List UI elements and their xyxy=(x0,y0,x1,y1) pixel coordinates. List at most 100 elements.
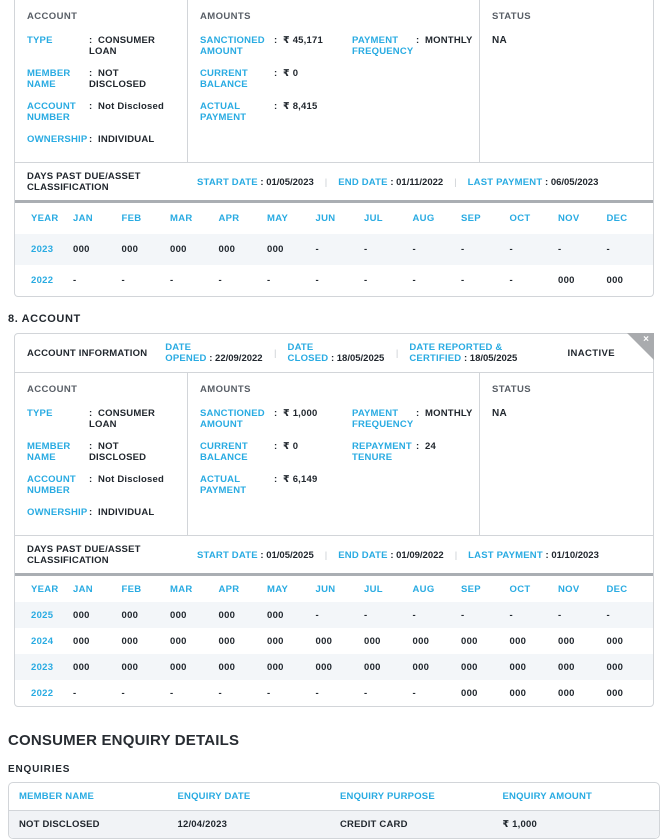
field-ownership: OWNERSHIP INDIVIDUAL xyxy=(27,134,175,145)
field-value: MONTHLY xyxy=(416,408,473,430)
dpd-title: DAYS PAST DUE/ASSET CLASSIFICATION xyxy=(27,171,141,193)
month-column-header: AUG xyxy=(412,213,435,224)
field-type: TYPE CONSUMER LOAN xyxy=(27,408,175,430)
dpd-end-date: END DATE01/09/2022 xyxy=(338,550,443,561)
status-column: STATUS NA xyxy=(479,373,653,535)
dpd-value-cell: 000 xyxy=(267,661,284,673)
dpd-value-cell: 000 xyxy=(558,275,575,286)
dpd-value-cell: - xyxy=(364,275,368,286)
thick-divider xyxy=(15,573,653,576)
dpd-row-2022: 2022 - - - - - - - - - - 000 000 xyxy=(15,265,653,296)
month-column-header: FEB xyxy=(121,583,142,595)
status-column: STATUS NA xyxy=(479,0,653,162)
dpd-value-cell: 000 xyxy=(218,661,236,673)
month-column-header: SEP xyxy=(461,213,481,224)
field-value: ₹ 8,415 xyxy=(274,101,317,123)
field-label: REPAYMENT TENURE xyxy=(352,441,412,463)
dpd-last-payment: LAST PAYMENT06/05/2023 xyxy=(468,177,599,188)
year-cell: 2025 xyxy=(31,609,54,621)
dpd-value-cell: 000 xyxy=(606,661,624,673)
dpd-value-cell: 000 xyxy=(461,661,478,673)
dpd-value-cell: 000 xyxy=(315,635,333,647)
account-column-title: ACCOUNT xyxy=(27,11,78,22)
dpd-row-2022: 2022 - - - - - - - - 000 000 000 000 xyxy=(15,680,653,706)
field-member-name: MEMBER NAME NOT DISCLOSED xyxy=(27,68,175,90)
dpd-value-cell: 000 xyxy=(509,635,527,647)
field-label: PAYMENT FREQUENCY xyxy=(352,408,414,430)
field-label: CURRENT BALANCE xyxy=(200,68,248,90)
field-label: CURRENT BALANCE xyxy=(200,441,248,463)
dpd-row-2025: 2025 000 000 000 000 000 - - - - - - - xyxy=(15,602,653,628)
field-value: ₹ 6,149 xyxy=(274,474,317,496)
month-column-header: NOV xyxy=(558,583,580,595)
dpd-value-cell: 000 xyxy=(267,244,284,255)
month-column-header: MAY xyxy=(267,583,289,595)
dpd-value-cell: 000 xyxy=(267,635,284,647)
dpd-value-cell: - xyxy=(364,609,368,621)
status-column-title: STATUS xyxy=(492,11,531,22)
field-value: INDIVIDUAL xyxy=(89,507,154,518)
dpd-value-cell: 000 xyxy=(412,661,430,673)
month-column-header: APR xyxy=(218,583,240,595)
field-label: ACTUAL PAYMENT xyxy=(200,474,247,496)
field-label: MEMBER NAME xyxy=(27,68,71,90)
dpd-value-cell: - xyxy=(267,275,271,286)
dpd-row-2024: 2024 000 000 000 000 000 000 000 000 000 000 000 000 xyxy=(15,628,653,654)
months-header-row: YEAR JAN FEB MAR APR MAY JUN JUL AUG SEP OCT NOV DEC xyxy=(15,203,653,234)
dpd-row-2023: 2023 000 000 000 000 000 000 000 000 000 000 000 000 xyxy=(15,654,653,680)
month-column-header: JAN xyxy=(73,583,93,595)
field-payment-frequency: PAYMENT FREQUENCY MONTHLY xyxy=(352,408,473,430)
field-account-number: ACCOUNT NUMBER Not Disclosed xyxy=(27,101,175,123)
field-value: 24 xyxy=(416,441,436,463)
dpd-start-date: START DATE01/05/2023 xyxy=(197,177,314,188)
year-cell: 2024 xyxy=(31,635,54,647)
dpd-value-cell: - xyxy=(412,244,416,255)
dpd-value-cell: 000 xyxy=(558,661,575,673)
month-column-header: JUN xyxy=(315,213,336,224)
enquiry-column-header: MEMBER NAME xyxy=(9,783,172,811)
amounts-column: AMOUNTS SANCTIONED AMOUNT ₹ 45,171 CURRE… xyxy=(187,0,479,162)
date-label: START DATE xyxy=(197,549,258,561)
dpd-value-cell: - xyxy=(461,609,465,621)
dpd-value-cell: 000 xyxy=(170,244,187,255)
amounts-column-title: AMOUNTS xyxy=(200,384,251,395)
dpd-start-date: START DATE01/05/2025 xyxy=(197,550,314,561)
pipe-divider xyxy=(396,348,398,359)
dpd-row-2023: 2023 000 000 000 000 000 - - - - - - - xyxy=(15,234,653,265)
field-value: CONSUMER LOAN xyxy=(89,35,175,57)
close-icon[interactable]: × xyxy=(643,334,649,345)
dpd-value-cell: 000 xyxy=(315,661,333,673)
amounts-grid: SANCTIONED AMOUNT ₹ 1,000 CURRENT BALANC… xyxy=(200,408,472,507)
year-column-header: YEAR xyxy=(31,583,59,595)
month-column-header: JUL xyxy=(364,583,383,595)
dpd-value-cell: 000 xyxy=(606,687,624,699)
dpd-value-cell: 000 xyxy=(218,244,236,255)
enquiries-table: MEMBER NAME ENQUIRY DATE ENQUIRY PURPOSE EN… xyxy=(8,782,660,839)
dpd-value-cell: - xyxy=(315,687,319,699)
status-value: NA xyxy=(492,408,508,419)
dpd-value-cell: - xyxy=(170,275,174,286)
dpd-last-payment: LAST PAYMENT01/10/2023 xyxy=(468,550,599,561)
field-value: INDIVIDUAL xyxy=(89,134,154,145)
dpd-value-cell: 000 xyxy=(121,635,139,647)
month-column-header: APR xyxy=(218,213,240,224)
field-label: ACTUAL PAYMENT xyxy=(200,101,247,123)
year-column-header: YEAR xyxy=(31,213,59,224)
dpd-value-cell: - xyxy=(509,609,513,621)
enquiry-cell: CREDIT CARD xyxy=(334,811,497,838)
dpd-value-cell: - xyxy=(412,609,416,621)
account-information-bar: ACCOUNT INFORMATION DATE OPENED22/09/202… xyxy=(15,333,654,373)
date-value: 01/09/2022 xyxy=(388,550,444,561)
field-value: Not Disclosed xyxy=(89,101,164,123)
account-8-details: ACCOUNT TYPE CONSUMER LOAN MEMBER NAME N… xyxy=(15,373,653,535)
field-value: CONSUMER LOAN xyxy=(89,408,175,430)
dpd-value-cell: - xyxy=(606,244,610,255)
dpd-value-cell: - xyxy=(121,687,125,699)
dpd-value-cell: - xyxy=(558,609,562,621)
field-account-number: ACCOUNT NUMBER Not Disclosed xyxy=(27,474,175,496)
dpd-value-cell: 000 xyxy=(558,687,575,699)
status-badge: INACTIVE xyxy=(567,347,615,359)
account-7-panel: ACCOUNT TYPE CONSUMER LOAN MEMBER NAME N… xyxy=(14,0,654,297)
date-opened: DATE OPENED22/09/2022 xyxy=(165,342,263,364)
field-label: ACCOUNT NUMBER xyxy=(27,101,76,123)
